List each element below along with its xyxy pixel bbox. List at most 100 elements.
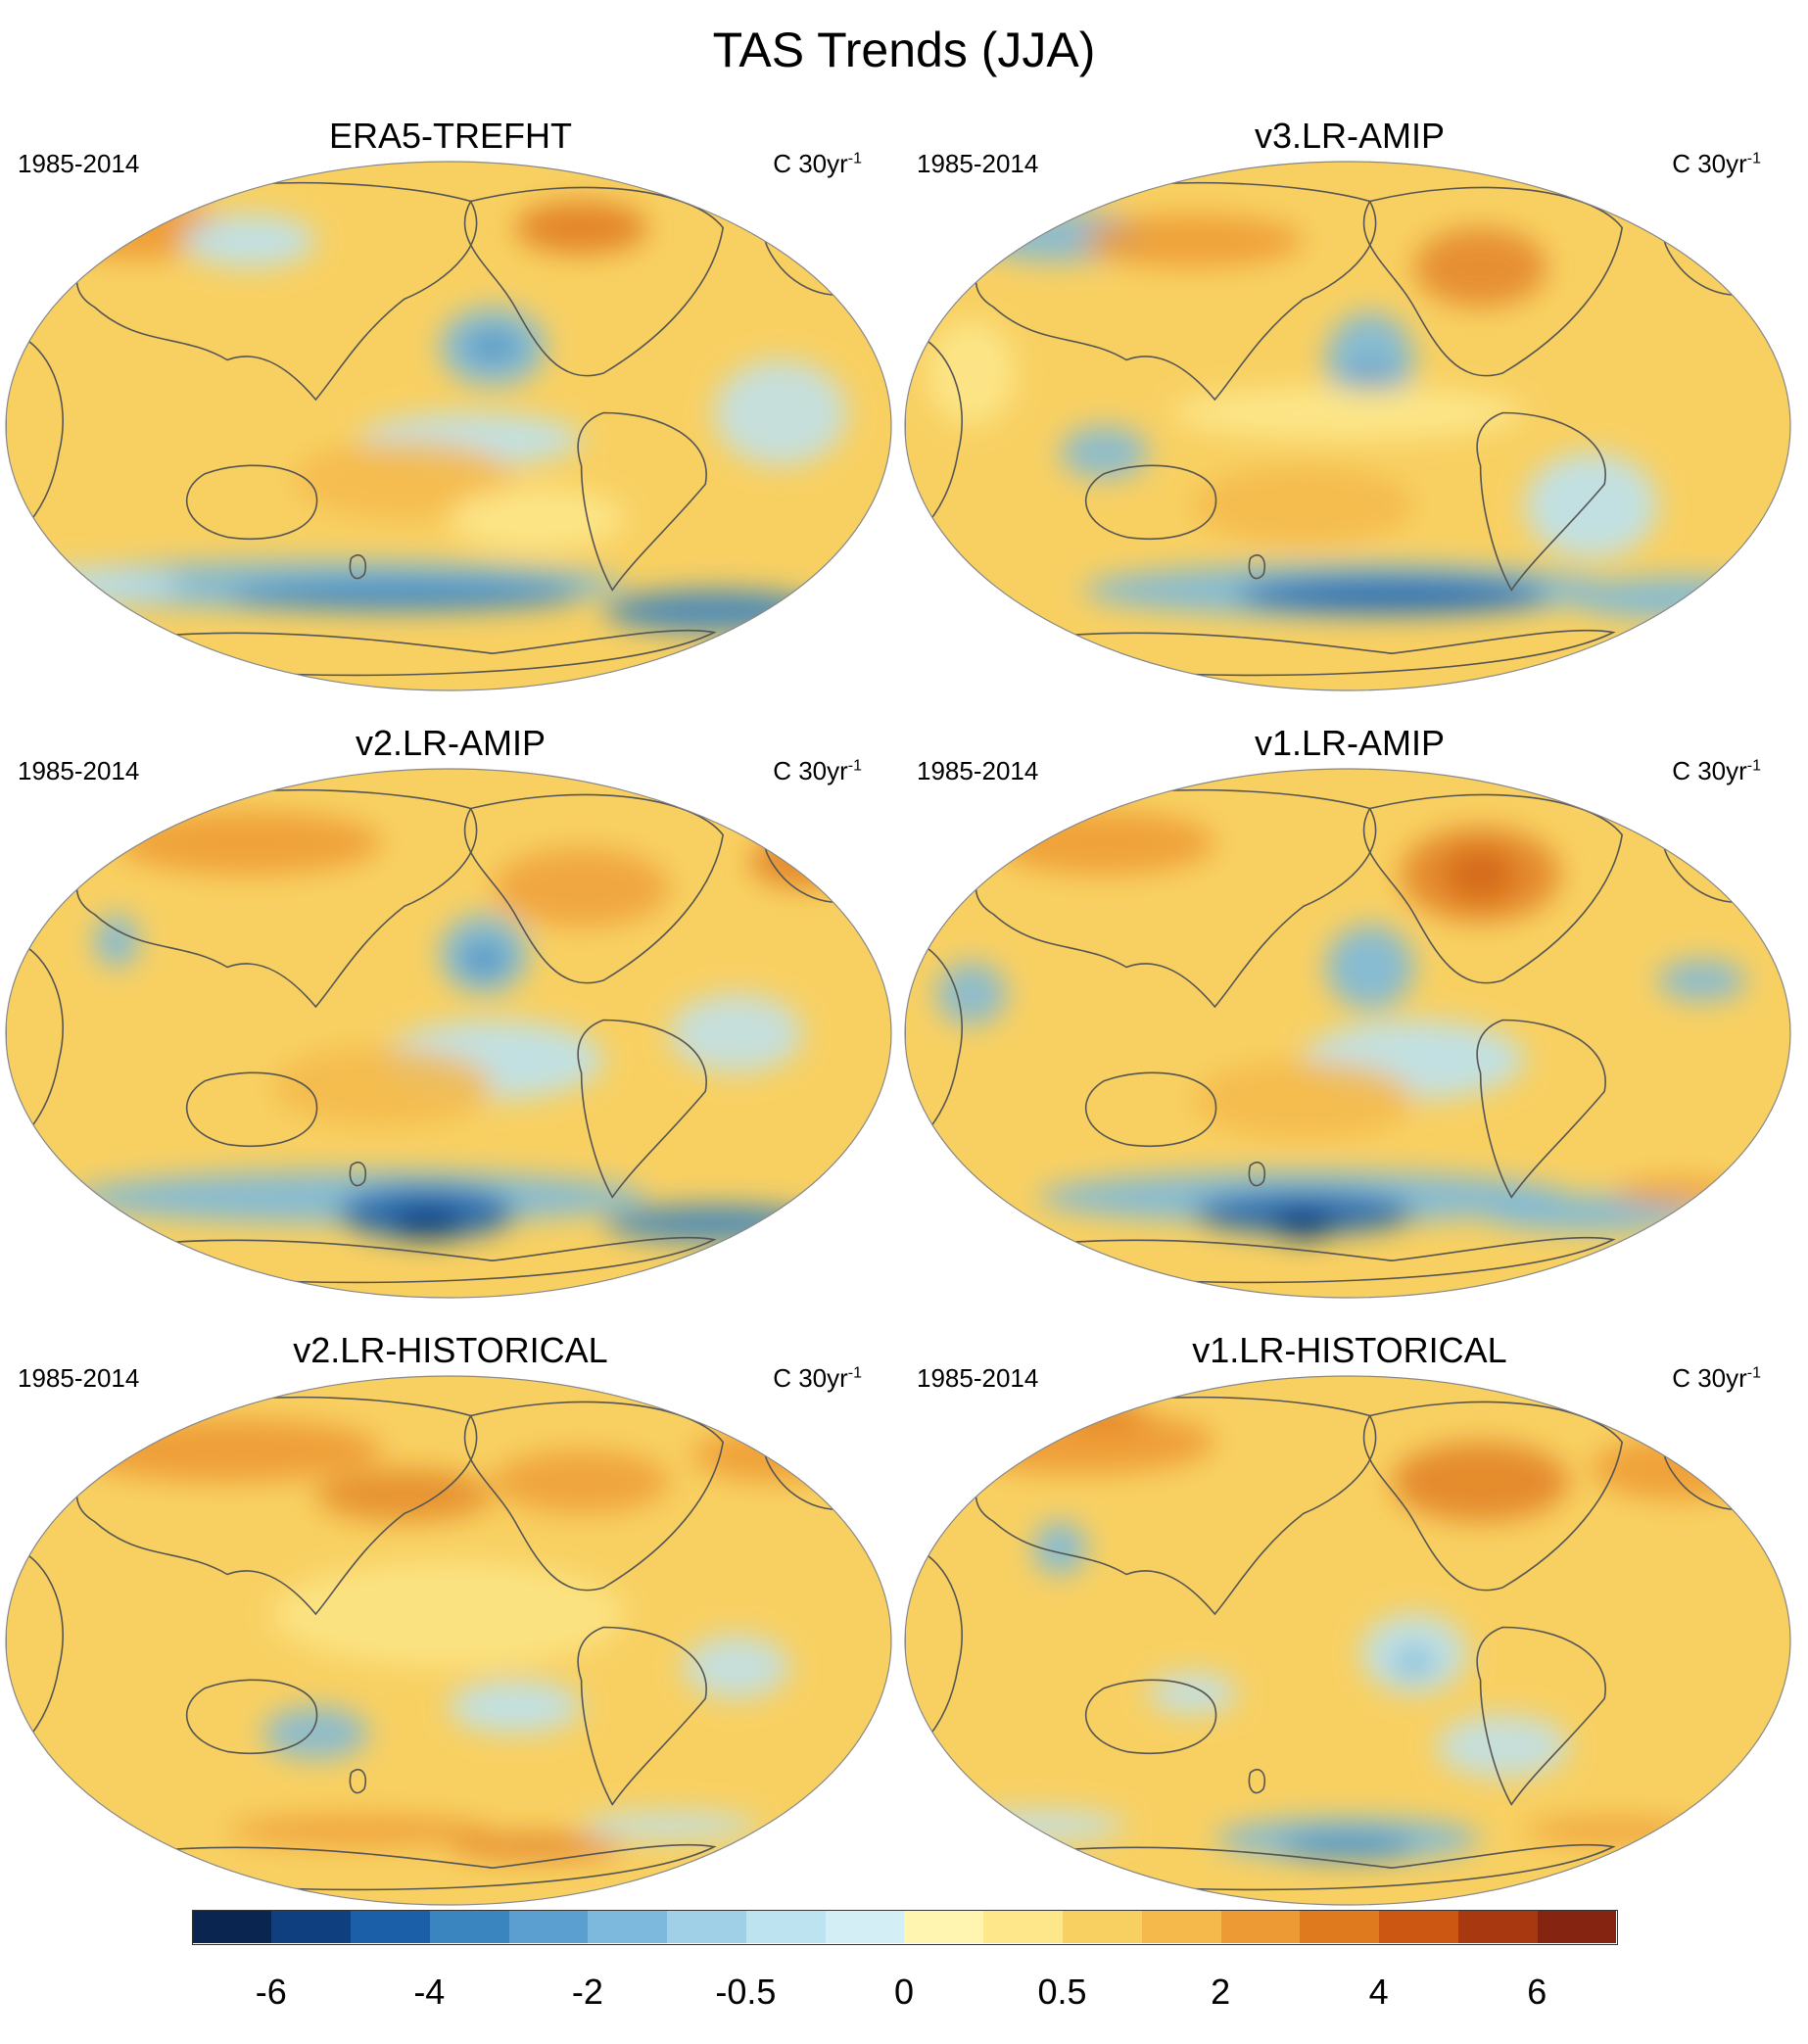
coastline-samerica bbox=[1476, 1626, 1606, 1806]
map-panel-v2-amip: v2.LR-AMIP 1985-2014 C 30yr-1 bbox=[0, 723, 901, 1310]
colorbar bbox=[192, 1910, 1618, 1945]
anomaly-region bbox=[1170, 386, 1525, 440]
colorbar-cell bbox=[1457, 1910, 1538, 1943]
anomaly-region bbox=[466, 333, 520, 360]
coastline-namerica bbox=[463, 793, 725, 984]
coastline-australia bbox=[1085, 1071, 1217, 1148]
map-svg bbox=[904, 1375, 1791, 1906]
map-outline bbox=[5, 161, 892, 691]
anomaly-region bbox=[1237, 576, 1547, 614]
panel-units: C 30yr-1 bbox=[773, 1363, 862, 1393]
anomaly-region bbox=[1524, 1817, 1702, 1844]
colorbar-cell bbox=[1378, 1910, 1458, 1943]
colorbar-tick-label: 0 bbox=[893, 1972, 915, 2012]
anomaly-region bbox=[1148, 1672, 1237, 1715]
anomaly-region bbox=[391, 1208, 462, 1240]
anomaly-region bbox=[271, 1561, 626, 1667]
panel-title: v2.LR-AMIP bbox=[355, 723, 547, 763]
anomaly-region bbox=[949, 1809, 1126, 1842]
colorbar-cell bbox=[508, 1910, 589, 1943]
anomaly-region bbox=[1445, 848, 1516, 901]
coastline-antarctica bbox=[1036, 1236, 1616, 1284]
anomaly-region bbox=[749, 834, 856, 888]
map-outline bbox=[904, 161, 1791, 691]
anomaly-region bbox=[1524, 452, 1658, 558]
coastline-australia bbox=[186, 464, 318, 541]
map-svg bbox=[904, 768, 1791, 1299]
map-outline bbox=[904, 1375, 1791, 1906]
coastline-australia bbox=[186, 1071, 318, 1148]
anomaly-region bbox=[1392, 1645, 1437, 1678]
panel-units: C 30yr-1 bbox=[773, 149, 862, 178]
coastline-namerica bbox=[463, 1401, 725, 1592]
anomaly-region bbox=[449, 1833, 626, 1861]
coastline-namerica bbox=[1362, 1401, 1624, 1592]
colorbar-cell bbox=[825, 1910, 905, 1943]
anomaly-region bbox=[1325, 925, 1414, 1010]
colorbar-cell bbox=[587, 1910, 668, 1943]
coastline-namerica bbox=[1362, 186, 1624, 377]
coastline-eurasia bbox=[75, 788, 478, 1009]
panel-period: 1985-2014 bbox=[917, 756, 1039, 785]
coastline-eurasia bbox=[75, 181, 478, 402]
coastline-samerica bbox=[577, 411, 707, 592]
anomaly-region bbox=[1272, 1208, 1335, 1240]
colorbar-cell bbox=[982, 1910, 1064, 1943]
coastline-australia bbox=[1085, 1679, 1217, 1755]
anomaly-region bbox=[1436, 1714, 1569, 1779]
map-panel-v3-amip: v3.LR-AMIP 1985-2014 C 30yr-1 bbox=[899, 116, 1800, 703]
anomaly-region bbox=[71, 1418, 383, 1482]
panel-title: v3.LR-AMIP bbox=[1254, 116, 1446, 156]
anomaly-region bbox=[117, 811, 383, 875]
coastline-eurasia bbox=[975, 788, 1377, 1009]
colorbar-cell bbox=[745, 1910, 826, 1943]
anomaly-region bbox=[493, 1450, 670, 1514]
coastline-samerica bbox=[577, 1626, 707, 1806]
anomaly-region bbox=[1281, 1833, 1414, 1861]
anomaly-region bbox=[993, 811, 1215, 875]
coastline-newzealand bbox=[1248, 554, 1265, 580]
anomaly-region bbox=[1060, 426, 1149, 479]
coastline-eurasia bbox=[75, 1396, 478, 1616]
panel-units: C 30yr-1 bbox=[1672, 1363, 1761, 1393]
coastline-newzealand bbox=[1248, 1162, 1265, 1187]
anomaly-region bbox=[1569, 576, 1790, 620]
panel-period: 1985-2014 bbox=[18, 1363, 140, 1393]
anomaly-region bbox=[683, 1635, 790, 1699]
colorbar-tick-label: 6 bbox=[1527, 1972, 1547, 2012]
anomaly-region bbox=[603, 1205, 826, 1243]
coastline-samerica bbox=[1476, 411, 1606, 592]
anomaly-region bbox=[315, 1468, 494, 1522]
anomaly-region bbox=[1192, 465, 1414, 546]
panel-units: C 30yr-1 bbox=[1672, 149, 1761, 178]
anomaly-region bbox=[670, 993, 803, 1073]
coastline-samerica bbox=[577, 1019, 707, 1199]
coastline-antarctica bbox=[1036, 1843, 1616, 1891]
anomaly-region bbox=[271, 1046, 494, 1126]
map-outline bbox=[5, 1375, 892, 1906]
anomaly-region bbox=[514, 201, 648, 255]
coastline-samerica bbox=[1476, 1019, 1606, 1199]
map-svg bbox=[5, 1375, 892, 1906]
map-outline bbox=[5, 768, 892, 1299]
figure-title: TAS Trends (JJA) bbox=[712, 23, 1096, 77]
anomaly-region bbox=[1413, 227, 1547, 308]
panel-units: C 30yr-1 bbox=[1672, 756, 1761, 785]
anomaly-region bbox=[1192, 1060, 1414, 1139]
anomaly-region bbox=[227, 1815, 494, 1847]
colorbar-cell bbox=[429, 1910, 509, 1943]
colorbar-tick-label: 0.5 bbox=[1037, 1972, 1087, 2012]
panel-title: v1.LR-HISTORICAL bbox=[1192, 1330, 1507, 1370]
coastline-namerica bbox=[463, 186, 725, 377]
coastline-newzealand bbox=[349, 1162, 366, 1187]
coastline-antarctica bbox=[137, 1236, 717, 1284]
anomaly-region bbox=[1657, 959, 1746, 1002]
coastline-namerica bbox=[1362, 793, 1624, 984]
coastline-newzealand bbox=[1248, 1769, 1265, 1794]
coastline-antarctica bbox=[137, 1843, 717, 1891]
anomaly-region bbox=[1591, 1437, 1769, 1500]
colorbar-cell bbox=[350, 1910, 430, 1943]
map-panel-v1-historical: v1.LR-HISTORICAL 1985-2014 C 30yr-1 bbox=[899, 1330, 1800, 1918]
anomaly-region bbox=[182, 214, 316, 267]
panel-period: 1985-2014 bbox=[917, 1363, 1039, 1393]
